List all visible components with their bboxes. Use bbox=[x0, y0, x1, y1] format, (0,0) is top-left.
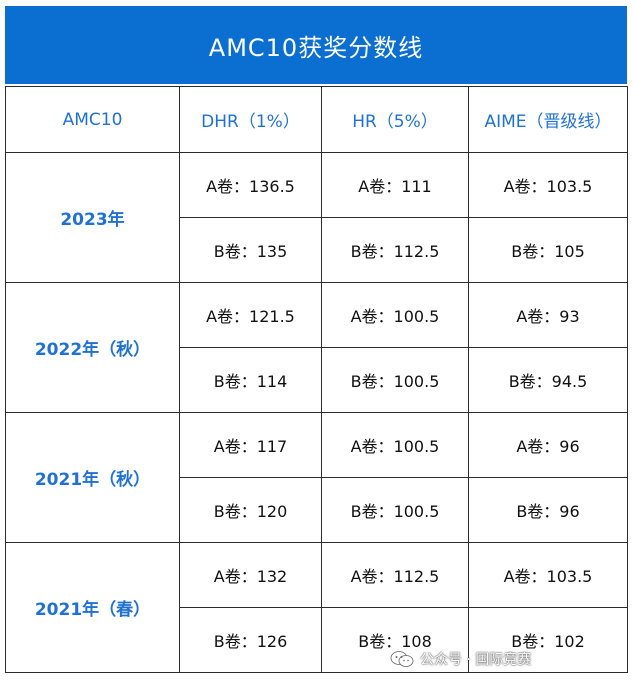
table-row: 2021年（春） A卷：132 A卷：112.5 A卷：103.5 bbox=[5, 542, 628, 673]
score-cell-hr: B卷：100.5 bbox=[321, 347, 469, 413]
score-cell-aime: A卷：93 bbox=[468, 282, 628, 348]
score-cell-dhr: B卷：120 bbox=[179, 477, 322, 543]
score-cell-dhr: B卷：114 bbox=[179, 347, 322, 413]
score-cell-aime: B卷：105 bbox=[468, 217, 628, 283]
score-cell-dhr: B卷：135 bbox=[179, 217, 322, 283]
score-cell-aime: B卷：94.5 bbox=[468, 347, 628, 413]
score-cell-dhr: A卷：132 bbox=[179, 542, 322, 608]
score-table: AMC10 DHR（1%） HR（5%） AIME（晋级线） 2023年 A卷：… bbox=[5, 86, 628, 673]
score-cell-hr: A卷：112.5 bbox=[321, 542, 469, 608]
table-row: B卷：114 B卷：100.5 B卷：94.5 bbox=[6, 347, 628, 413]
table-row: B卷：135 B卷：112.5 B卷：105 bbox=[6, 217, 628, 283]
score-cell-aime: A卷：96 bbox=[468, 412, 628, 478]
score-cell-dhr: A卷：121.5 bbox=[179, 282, 322, 348]
header-amc10: AMC10 bbox=[5, 86, 180, 153]
watermark: 公众号 · 国际竞赛 bbox=[390, 644, 531, 674]
score-cell-aime: B卷：96 bbox=[468, 477, 628, 543]
table-row: B卷：120 B卷：100.5 B卷：96 bbox=[6, 477, 628, 543]
header-hr: HR（5%） bbox=[321, 86, 469, 153]
header-dhr: DHR（1%） bbox=[179, 86, 322, 153]
watermark-text: 公众号 · 国际竞赛 bbox=[420, 652, 532, 668]
table-row: 2023年 A卷：136.5 A卷：111 A卷：103.5 bbox=[5, 152, 628, 283]
score-cell-dhr: A卷：136.5 bbox=[179, 152, 322, 218]
year-cell: 2021年（秋） bbox=[5, 412, 180, 543]
score-cell-dhr: A卷：117 bbox=[179, 412, 322, 478]
score-cell-aime: B卷：102 bbox=[468, 607, 628, 673]
year-cell: 2023年 bbox=[5, 152, 180, 283]
table-row: 2022年（秋） A卷：121.5 A卷：100.5 A卷：93 bbox=[5, 282, 628, 413]
score-cell-aime: A卷：103.5 bbox=[468, 152, 628, 218]
score-cell-hr: B卷：100.5 bbox=[321, 477, 469, 543]
score-cell-hr: A卷：100.5 bbox=[321, 282, 469, 348]
wechat-logo-icon bbox=[390, 651, 414, 667]
score-cell-hr: B卷：112.5 bbox=[321, 217, 469, 283]
year-cell: 2021年（春） bbox=[5, 542, 180, 673]
page-title: AMC10获奖分数线 bbox=[5, 6, 627, 84]
score-cell-hr: A卷：111 bbox=[321, 152, 469, 218]
score-cell-aime: A卷：103.5 bbox=[468, 542, 628, 608]
year-cell: 2022年（秋） bbox=[5, 282, 180, 413]
table-row: 2021年（秋） A卷：117 A卷：100.5 A卷：96 bbox=[5, 412, 628, 543]
score-cell-dhr: B卷：126 bbox=[179, 607, 322, 673]
score-cell-hr: A卷：100.5 bbox=[321, 412, 469, 478]
header-row: AMC10 DHR（1%） HR（5%） AIME（晋级线） bbox=[5, 86, 628, 153]
header-aime: AIME（晋级线） bbox=[468, 86, 628, 153]
